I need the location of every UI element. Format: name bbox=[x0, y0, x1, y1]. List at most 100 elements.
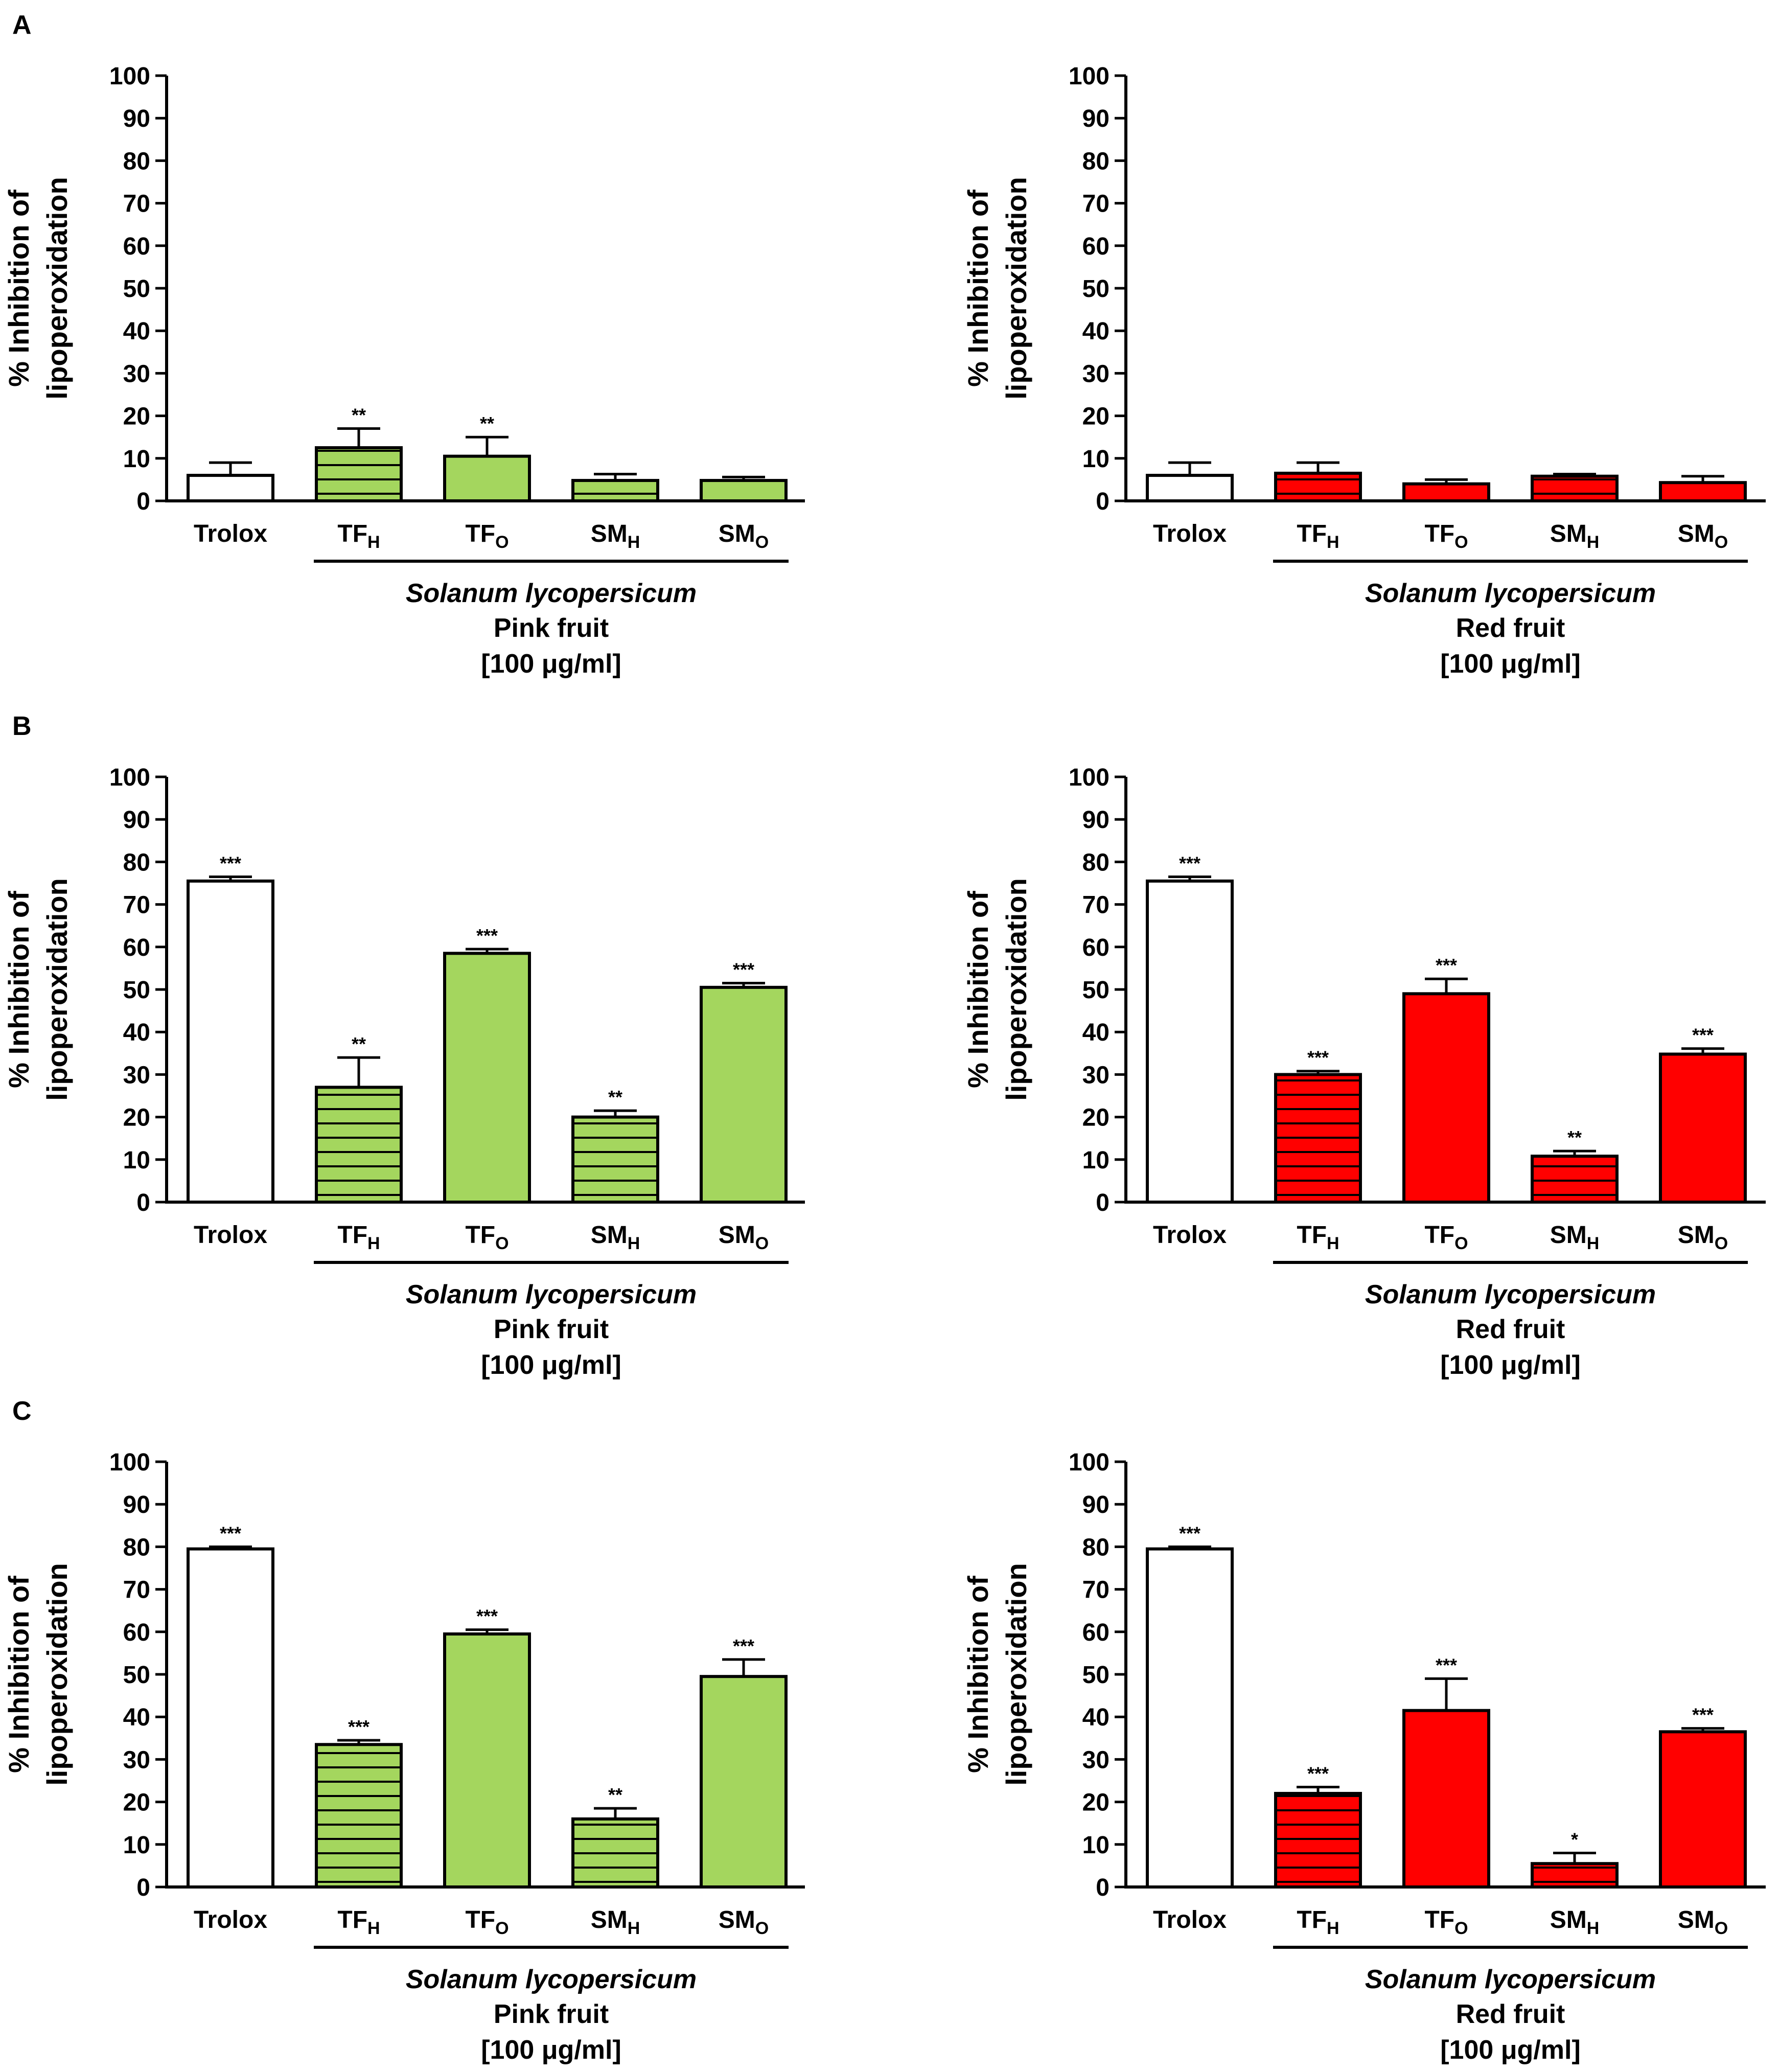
significance-label: ** bbox=[352, 1033, 366, 1054]
bar-smo bbox=[1659, 1052, 1747, 1204]
y-tick-label: 100 bbox=[1069, 764, 1110, 791]
bar-tfh bbox=[1274, 1791, 1362, 1889]
bar-smo bbox=[1659, 481, 1747, 502]
significance-label: ** bbox=[480, 413, 494, 434]
y-tick-label: 70 bbox=[1082, 892, 1110, 919]
y-tick-label: 0 bbox=[136, 488, 150, 515]
x-tick-label: SMH bbox=[591, 520, 640, 552]
y-tick-label: 60 bbox=[1082, 934, 1110, 961]
x-tick-label: Trolox bbox=[1153, 1906, 1227, 1933]
y-tick-label: 80 bbox=[123, 1534, 150, 1561]
significance-label: *** bbox=[1692, 1025, 1714, 1046]
bar-smh bbox=[571, 1115, 659, 1204]
x-tick-label: TFO bbox=[465, 1222, 509, 1253]
x-tick-label: SMH bbox=[591, 1222, 640, 1253]
x-tick-label: SMH bbox=[591, 1906, 640, 1938]
panel-letter: B bbox=[12, 711, 32, 741]
x-tick-label: Trolox bbox=[194, 1222, 267, 1249]
bar-trolox bbox=[1146, 879, 1234, 1204]
bar-smh bbox=[571, 1817, 659, 1889]
x-tick-label: SMO bbox=[1678, 520, 1728, 552]
species-label: Solanum lycopersicum bbox=[1365, 1280, 1656, 1309]
charts-root: A% Inhibition of lipoperoxidation01020304… bbox=[3, 10, 1766, 2065]
significance-label: *** bbox=[476, 1606, 498, 1627]
x-tick-label: SMH bbox=[1550, 520, 1600, 552]
fruit-group-label: Red fruit bbox=[1456, 1315, 1565, 1344]
significance-label: *** bbox=[220, 1523, 241, 1544]
bar-smh bbox=[1531, 1862, 1619, 1889]
y-tick-label: 60 bbox=[1082, 1619, 1110, 1646]
x-tick-label: SMH bbox=[1550, 1222, 1600, 1253]
y-tick-label: 70 bbox=[1082, 191, 1110, 218]
y-tick-label: 50 bbox=[123, 275, 150, 303]
y-axis-label: lipoperoxidation bbox=[41, 878, 73, 1101]
y-tick-label: 10 bbox=[123, 446, 150, 473]
significance-label: *** bbox=[733, 1636, 754, 1656]
significance-label: *** bbox=[220, 853, 241, 874]
x-tick-label: SMO bbox=[719, 1222, 769, 1253]
concentration-label: [100 μg/ml] bbox=[481, 649, 621, 679]
y-tick-label: 50 bbox=[123, 977, 150, 1004]
significance-label: *** bbox=[1179, 853, 1200, 874]
y-tick-label: 90 bbox=[1082, 807, 1110, 834]
fruit-group-label: Pink fruit bbox=[494, 1999, 609, 2029]
y-axis-label: lipoperoxidation bbox=[41, 177, 73, 400]
y-tick-label: 20 bbox=[123, 1104, 150, 1132]
y-tick-label: 80 bbox=[1082, 1534, 1110, 1561]
y-tick-label: 10 bbox=[1082, 1147, 1110, 1174]
y-tick-label: 30 bbox=[1082, 360, 1110, 387]
x-tick-label: TFH bbox=[1297, 1222, 1339, 1253]
bar-tfo bbox=[1402, 482, 1490, 502]
y-tick-label: 10 bbox=[123, 1832, 150, 1859]
y-tick-label: 80 bbox=[123, 849, 150, 876]
concentration-label: [100 μg/ml] bbox=[481, 1350, 621, 1380]
y-tick-label: 40 bbox=[123, 1704, 150, 1731]
significance-label: ** bbox=[352, 405, 366, 426]
significance-label: * bbox=[1571, 1829, 1578, 1850]
y-tick-label: 40 bbox=[1082, 1704, 1110, 1731]
y-tick-label: 100 bbox=[1069, 1449, 1110, 1476]
concentration-label: [100 μg/ml] bbox=[1440, 649, 1581, 679]
chart-C-red: % Inhibition of lipoperoxidation 0 10 20 30 40… bbox=[962, 1449, 1766, 2065]
x-tick-label: TFO bbox=[1424, 520, 1468, 552]
x-tick-label: Trolox bbox=[1153, 520, 1227, 547]
y-tick-label: 30 bbox=[123, 1062, 150, 1089]
x-tick-label: TFO bbox=[465, 520, 509, 552]
y-tick-label: 60 bbox=[123, 934, 150, 961]
x-tick-label: TFH bbox=[1297, 1906, 1339, 1938]
significance-label: *** bbox=[348, 1716, 369, 1737]
fruit-group-label: Pink fruit bbox=[494, 1315, 609, 1344]
species-label: Solanum lycopersicum bbox=[406, 1965, 697, 1994]
y-axis-label: lipoperoxidation bbox=[41, 1563, 73, 1786]
fruit-group-label: Pink fruit bbox=[494, 613, 609, 643]
y-tick-label: 100 bbox=[109, 764, 150, 791]
y-tick-label: 40 bbox=[1082, 1019, 1110, 1046]
y-tick-label: 100 bbox=[109, 63, 150, 90]
y-tick-label: 90 bbox=[123, 807, 150, 834]
x-tick-label: SMO bbox=[719, 520, 769, 552]
x-tick-label: SMH bbox=[1550, 1906, 1600, 1938]
significance-label: ** bbox=[608, 1784, 622, 1805]
y-axis-label: % Inhibition of bbox=[962, 190, 994, 387]
bar-tfh bbox=[1274, 471, 1362, 502]
y-tick-label: 60 bbox=[1082, 233, 1110, 260]
y-axis-label: % Inhibition of bbox=[3, 190, 35, 387]
y-axis-label: % Inhibition of bbox=[3, 1576, 35, 1773]
y-tick-label: 20 bbox=[123, 403, 150, 430]
y-tick-label: 20 bbox=[1082, 1789, 1110, 1816]
y-tick-label: 0 bbox=[136, 1874, 150, 1901]
y-tick-label: 60 bbox=[123, 1619, 150, 1646]
concentration-label: [100 μg/ml] bbox=[481, 2035, 621, 2065]
y-tick-label: 70 bbox=[123, 1577, 150, 1604]
y-tick-label: 30 bbox=[123, 1746, 150, 1774]
panel-letter: C bbox=[12, 1396, 32, 1426]
y-tick-label: 90 bbox=[123, 1491, 150, 1518]
y-tick-label: 40 bbox=[123, 1019, 150, 1046]
bar-smh bbox=[1531, 1155, 1619, 1204]
bar-smo bbox=[700, 985, 788, 1204]
bar-trolox bbox=[1146, 474, 1234, 503]
panel-letter: A bbox=[12, 10, 32, 40]
species-label: Solanum lycopersicum bbox=[1365, 1965, 1656, 1994]
y-tick-label: 70 bbox=[1082, 1577, 1110, 1604]
